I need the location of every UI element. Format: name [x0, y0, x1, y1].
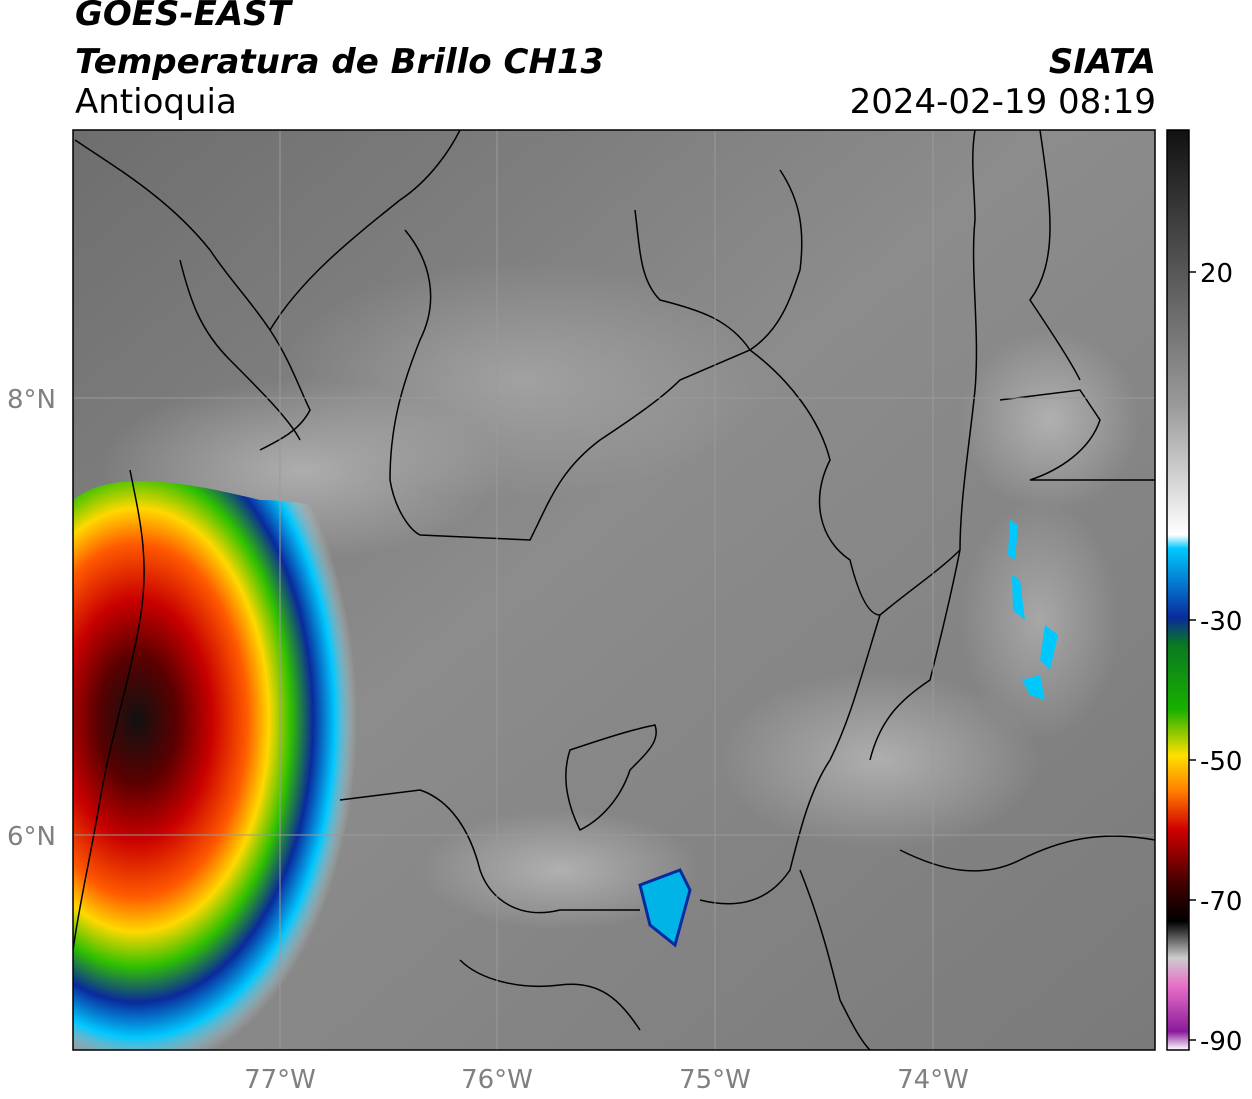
- storm-cell-2: [1012, 575, 1025, 620]
- storm-cell-1: [1008, 520, 1018, 560]
- timestamp-label: 2024-02-19 08:19: [849, 82, 1156, 122]
- graticule: [73, 130, 1155, 1050]
- colorbar-tick-minus90: -90: [1200, 1027, 1242, 1057]
- storm-cell-3: [1040, 625, 1058, 670]
- small-storm-cell: [638, 868, 692, 948]
- region-subtitle: Antioquia: [75, 82, 237, 122]
- agency-label: SIATA: [1048, 42, 1156, 82]
- colorbar-tick-minus50: -50: [1200, 747, 1242, 777]
- lat-label-8n: 8°N: [7, 385, 56, 415]
- colorbar-tick-minus70: -70: [1200, 887, 1242, 917]
- colorbar-tick-20: 20: [1200, 259, 1233, 289]
- storm-cell-4: [1022, 675, 1045, 700]
- lon-label-76w: 76°W: [461, 1065, 533, 1095]
- lon-label-74w: 74°W: [897, 1065, 969, 1095]
- product-title: Temperatura de Brillo CH13: [75, 42, 605, 82]
- convective-storm: [73, 481, 429, 1050]
- colorbar-scale: [1166, 129, 1190, 1051]
- colorbar-tick-minus30: -30: [1200, 607, 1242, 637]
- colorbar: 20 -30 -50 -70 -90: [1166, 129, 1242, 1057]
- map-frame: [72, 129, 1156, 1051]
- borders: [73, 130, 1155, 1050]
- lat-label-6n: 6°N: [7, 822, 56, 852]
- satellite-title: GOES-EAST: [75, 0, 291, 34]
- lon-label-77w: 77°W: [244, 1065, 316, 1095]
- lon-label-75w: 75°W: [679, 1065, 751, 1095]
